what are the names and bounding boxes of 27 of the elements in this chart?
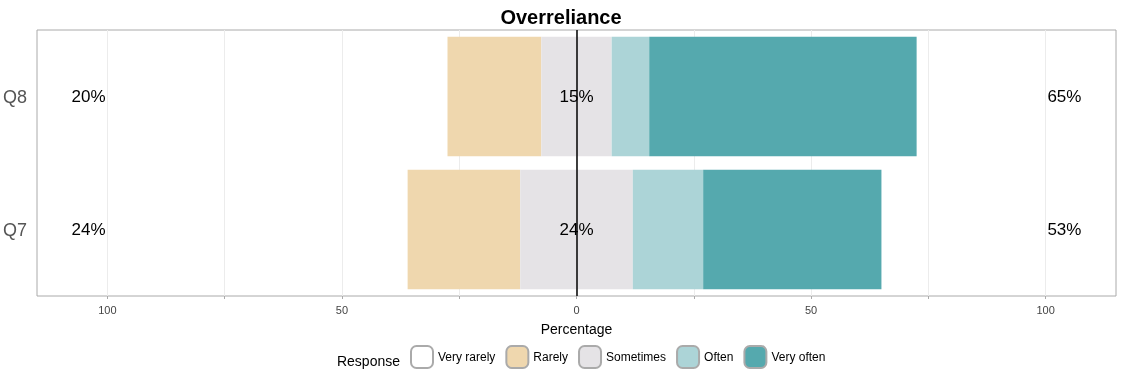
chart-title: Overreliance — [500, 6, 622, 28]
annotation: 24% — [71, 220, 106, 239]
bar — [407, 169, 521, 290]
x-tick-label: 0 — [573, 303, 580, 316]
bar — [447, 36, 542, 157]
legend-label: Sometimes — [606, 350, 667, 364]
bar — [649, 36, 917, 157]
legend-label: Rarely — [533, 350, 569, 364]
legend-title: Response — [336, 353, 401, 369]
bar — [541, 36, 612, 157]
x-axis-title: Percentage — [540, 321, 613, 337]
bar — [632, 169, 704, 290]
x-tick-label: 50 — [804, 303, 818, 316]
y-tick-label: Q8 — [3, 86, 28, 107]
bar — [520, 169, 633, 290]
annotation: 20% — [71, 87, 106, 106]
legend-label: Very often — [771, 350, 826, 364]
x-tick-label: 100 — [1036, 303, 1055, 316]
annotation: 53% — [1047, 220, 1082, 239]
bar — [611, 36, 650, 157]
annotation: 65% — [1047, 87, 1082, 106]
legend-label: Often — [704, 350, 734, 364]
x-tick-label: 100 — [98, 303, 117, 316]
x-tick-label: 50 — [335, 303, 349, 316]
legend-label: Very rarely — [438, 350, 496, 364]
y-tick-label: Q7 — [3, 219, 28, 240]
bar — [703, 169, 882, 290]
